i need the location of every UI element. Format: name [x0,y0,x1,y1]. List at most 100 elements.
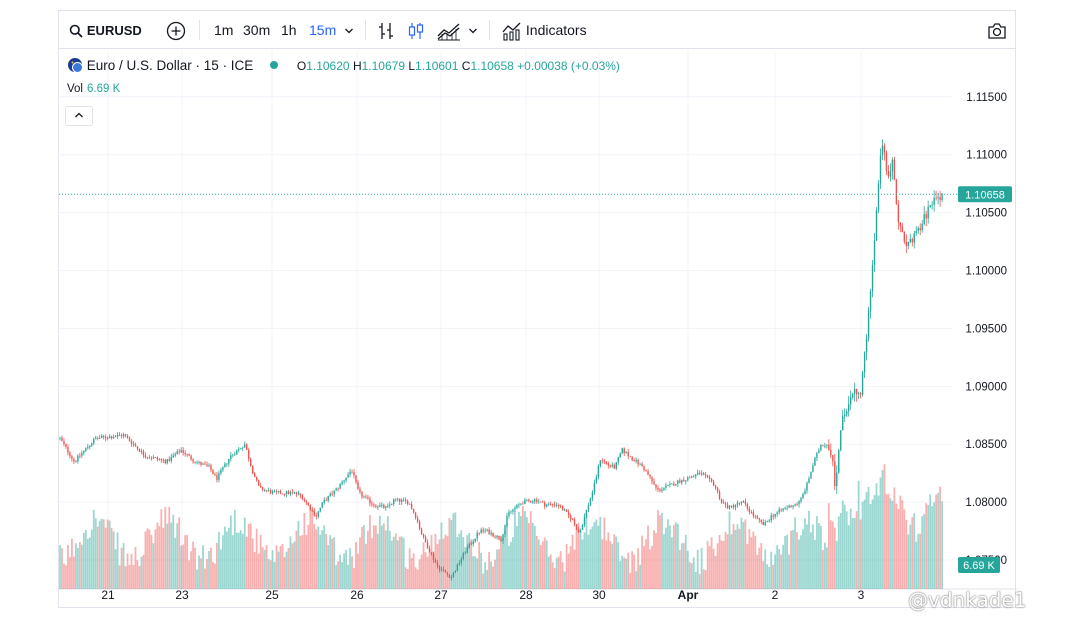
candle-body [818,450,820,453]
candle-body [935,197,937,199]
volume-bar [774,554,777,589]
candle-body [331,493,333,495]
volume-bar [359,537,361,589]
candle-body [150,457,153,459]
volume-bar [392,536,395,589]
time-tick-label: 2 [772,588,779,602]
volume-bar [653,530,655,589]
candle-body [603,460,606,462]
volume-bar [110,527,113,589]
candle-body [97,437,99,439]
interval-1h[interactable]: 1h [281,22,297,38]
bar-style-button[interactable] [377,11,395,49]
candle-body [744,501,747,505]
time-axis[interactable]: 21 23 25 26 27 28 30 Apr 2 3 [101,588,864,602]
volume-bar [243,517,246,589]
candle-body [585,509,588,517]
candle-body [236,450,238,455]
candle-body [579,529,582,533]
volume-bar [663,534,665,589]
candle-body [486,529,488,531]
compare-button[interactable] [166,11,186,49]
volume-bar [365,543,367,589]
candles [59,139,943,581]
candle-body [820,445,822,451]
candles-button[interactable] [407,11,425,49]
candle-body [190,455,192,460]
chart-type-dropdown[interactable] [468,11,478,49]
candle-body [691,476,693,478]
volume-bar [180,545,183,589]
collapse-legend-button[interactable] [65,106,93,126]
volume-bar [156,522,159,589]
volume-bar [726,534,729,589]
volume-bar [367,530,369,589]
candle-body [683,479,685,482]
snapshot-button[interactable] [987,11,1007,49]
candle-body [546,504,548,507]
candle-body [806,482,808,491]
candle-body [192,459,194,462]
volume-bar [372,525,375,589]
candle-body [490,532,492,535]
candle-body [728,505,731,509]
volume-bar [355,542,357,589]
candle-body [297,493,300,495]
interval-30m[interactable]: 30m [243,22,271,38]
volume-bar [531,522,534,589]
candle-body [512,509,514,512]
volume-bar [255,528,258,589]
volume-bar [551,562,554,589]
volume-bar [889,498,892,589]
area-style-button[interactable] [437,11,461,49]
volume-bar [98,520,101,589]
volume-bar [839,512,842,589]
volume-bar [454,512,457,589]
volume-bar [80,544,83,589]
volume-bar [325,534,328,589]
price-tick-label: 1.08000 [965,497,1007,509]
volume-bar [386,516,389,589]
symbol-search[interactable]: EURUSD [69,11,142,49]
candle-body [488,529,490,535]
candle-body [353,472,355,476]
volume-bar [800,535,802,589]
candle-body [186,454,188,455]
candle-body [869,291,872,311]
volume-bar [589,529,592,589]
candle-body [593,482,596,493]
volume-bar [384,530,387,589]
volume-bar [410,557,413,589]
interval-dropdown[interactable] [344,11,354,49]
candle-body [500,539,502,541]
volume-bar [595,519,598,589]
candle-body [240,448,242,450]
volume-bar [170,522,173,589]
volume-bar [831,521,834,589]
volume-bar [59,545,61,589]
candle-body [758,518,760,520]
indicators-button[interactable]: Indicators [502,11,587,49]
volume-bar [881,469,884,589]
volume-bar [672,524,675,589]
indicators-label: Indicators [525,22,587,38]
candle-body [126,435,129,438]
volume-bar [418,559,421,589]
time-tick-label: 25 [265,588,279,602]
interval-1m[interactable]: 1m [214,22,234,38]
interval-15m[interactable]: 15m [309,22,337,38]
candle-body [716,487,719,492]
candle-body [502,534,504,541]
volume-bar [116,532,119,589]
volume-bar [297,520,300,589]
volume-bar [504,530,506,589]
candle-body [764,522,766,526]
candle-body [444,570,447,573]
candle-body [679,480,681,483]
price-chart[interactable]: 1.11500 1.11000 1.10500 1.10000 1.09500 1.090… [59,11,1017,609]
volume-bar [545,540,548,589]
candle-body [128,437,131,441]
volume-bar [768,566,771,589]
candle-body [736,502,739,505]
price-axis[interactable]: 1.11500 1.11000 1.10500 1.10000 1.09500 1.090… [965,92,1007,576]
